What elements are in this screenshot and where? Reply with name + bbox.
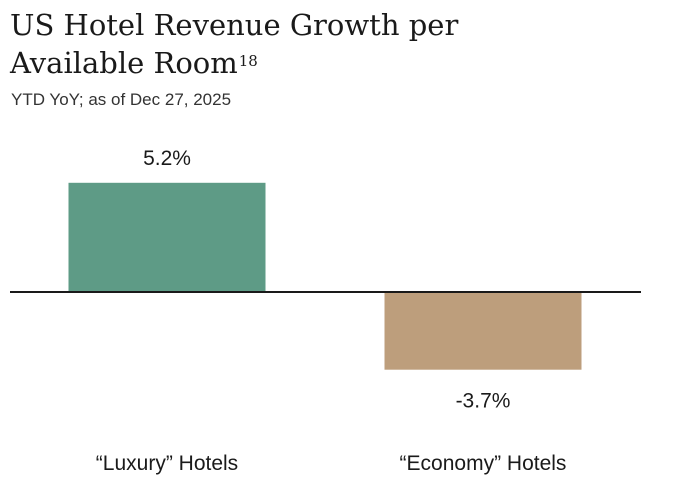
chart-subtitle: YTD YoY; as of Dec 27, 2025 xyxy=(11,90,232,109)
value-label-economy: -3.7% xyxy=(456,390,511,413)
value-label-luxury: 5.2% xyxy=(143,147,191,170)
footnote-marker: 18 xyxy=(238,52,258,70)
bar-luxury xyxy=(68,182,266,292)
chart-title-line1: US Hotel Revenue Growth per xyxy=(10,8,459,42)
chart-title: US Hotel Revenue Growth per Available Ro… xyxy=(10,6,610,82)
bar-economy xyxy=(384,292,582,370)
category-label-luxury: “Luxury” Hotels xyxy=(96,452,238,475)
chart-title-line2: Available Room xyxy=(10,46,238,80)
category-label-economy: “Economy” Hotels xyxy=(400,452,567,475)
